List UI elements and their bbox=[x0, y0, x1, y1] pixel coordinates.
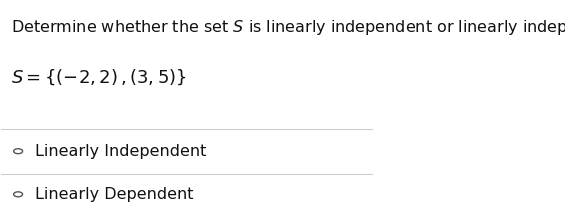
Text: Determine whether the set $S$ is linearly independent or linearly independent.: Determine whether the set $S$ is linearl… bbox=[11, 18, 565, 37]
Text: $S = \{(-2, 2)\, , (3, 5)\}$: $S = \{(-2, 2)\, , (3, 5)\}$ bbox=[11, 67, 186, 87]
Text: Linearly Independent: Linearly Independent bbox=[35, 144, 206, 159]
Text: Linearly Dependent: Linearly Dependent bbox=[35, 187, 193, 202]
